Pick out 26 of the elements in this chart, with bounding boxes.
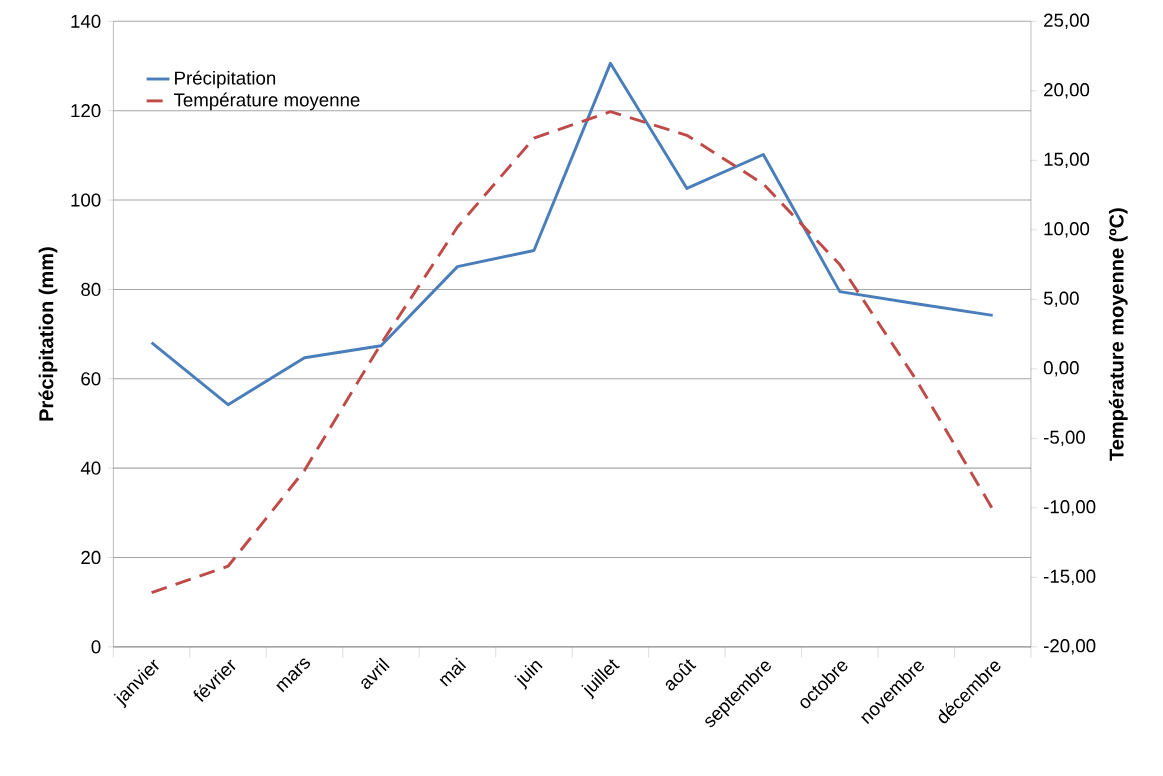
x-tick-label: mai [439, 657, 467, 687]
y2-tick-label: -15,00 [1043, 569, 1096, 585]
y-tick-label: 80 [81, 282, 101, 296]
x-tick-label: juin [514, 661, 543, 690]
y2-tick-label: 15,00 [1044, 152, 1090, 168]
y2-tick-label: 5,00 [1043, 291, 1079, 307]
y-axis-title: Précipitation (mm) [38, 247, 58, 421]
y2-tick-label: -10,00 [1043, 500, 1096, 516]
y-tick-label: 140 [71, 14, 101, 28]
y-tick-label: 20 [81, 550, 101, 564]
y2-tick-label: -5,00 [1043, 430, 1085, 446]
y-tick-label: 100 [71, 193, 101, 207]
line-series [150, 110, 995, 594]
y2-tick-label: 0,00 [1043, 361, 1079, 377]
legend-label: Température moyenne [173, 92, 360, 111]
y2-tick-label: 10,00 [1044, 222, 1090, 238]
line-series [150, 61, 995, 407]
y-tick-label: 40 [80, 461, 101, 475]
y2-tick-label: 20,00 [1044, 83, 1090, 99]
y2-axis-title: Température moyenne (ºC) [1108, 208, 1128, 461]
y2-tick-label: -20,00 [1043, 639, 1096, 655]
y-tick-label: 60 [81, 372, 101, 386]
y-tick-label: 0 [91, 640, 101, 654]
y2-tick-label: 25,00 [1044, 13, 1090, 29]
legend-label: Précipitation [175, 70, 276, 89]
y-tick-label: 120 [71, 103, 101, 118]
